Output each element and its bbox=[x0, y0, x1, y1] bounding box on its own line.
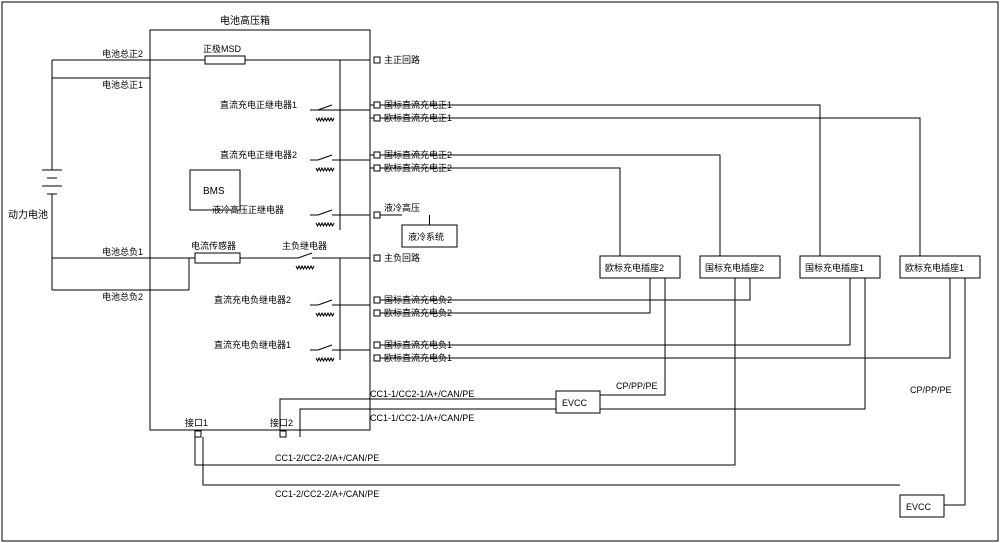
svg-text:国标充电插座2: 国标充电插座2 bbox=[705, 262, 764, 273]
svg-text:接口2: 接口2 bbox=[270, 417, 293, 428]
svg-text:电池高压箱: 电池高压箱 bbox=[220, 14, 270, 27]
svg-text:电池总正1: 电池总正1 bbox=[102, 79, 143, 90]
svg-text:直流充电负继电器2: 直流充电负继电器2 bbox=[214, 294, 291, 305]
svg-text:电流传感器: 电流传感器 bbox=[191, 240, 236, 251]
svg-text:液冷高压: 液冷高压 bbox=[384, 202, 420, 213]
svg-text:直流充电正继电器2: 直流充电正继电器2 bbox=[220, 149, 297, 160]
svg-text:接口1: 接口1 bbox=[185, 417, 208, 428]
svg-text:主正回路: 主正回路 bbox=[384, 54, 420, 65]
svg-text:EVCC: EVCC bbox=[562, 398, 588, 408]
svg-text:CP/PP/PE: CP/PP/PE bbox=[910, 385, 952, 395]
svg-text:CC1-1/CC2-1/A+/CAN/PE: CC1-1/CC2-1/A+/CAN/PE bbox=[370, 389, 474, 399]
svg-text:EVCC: EVCC bbox=[906, 502, 932, 512]
svg-text:电池总负2: 电池总负2 bbox=[102, 291, 143, 302]
svg-text:主负继电器: 主负继电器 bbox=[282, 240, 327, 251]
svg-text:国标充电插座1: 国标充电插座1 bbox=[805, 262, 864, 273]
svg-text:CC1-1/CC2-1/A+/CAN/PE: CC1-1/CC2-1/A+/CAN/PE bbox=[370, 413, 474, 423]
svg-text:CC1-2/CC2-2/A+/CAN/PE: CC1-2/CC2-2/A+/CAN/PE bbox=[275, 489, 379, 499]
svg-text:欧标充电插座1: 欧标充电插座1 bbox=[905, 262, 964, 273]
svg-text:电池总负1: 电池总负1 bbox=[102, 246, 143, 257]
svg-text:液冷高压正继电器: 液冷高压正继电器 bbox=[212, 204, 284, 215]
svg-text:CP/PP/PE: CP/PP/PE bbox=[616, 381, 658, 391]
svg-text:直流充电正继电器1: 直流充电正继电器1 bbox=[220, 99, 297, 110]
svg-text:正极MSD: 正极MSD bbox=[203, 43, 242, 54]
svg-text:动力电池: 动力电池 bbox=[8, 208, 48, 221]
svg-text:欧标充电插座2: 欧标充电插座2 bbox=[605, 262, 664, 273]
svg-text:BMS: BMS bbox=[203, 186, 225, 197]
svg-text:主负回路: 主负回路 bbox=[384, 252, 420, 263]
svg-text:直流充电负继电器1: 直流充电负继电器1 bbox=[214, 339, 291, 350]
svg-text:CC1-2/CC2-2/A+/CAN/PE: CC1-2/CC2-2/A+/CAN/PE bbox=[275, 453, 379, 463]
svg-text:电池总正2: 电池总正2 bbox=[102, 48, 143, 59]
svg-text:液冷系统: 液冷系统 bbox=[408, 231, 444, 242]
